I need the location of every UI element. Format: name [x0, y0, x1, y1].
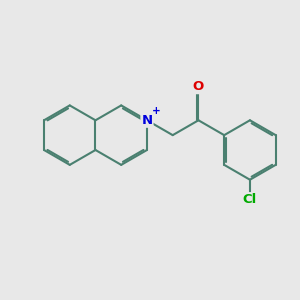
Text: O: O [193, 80, 204, 93]
Text: Cl: Cl [243, 193, 257, 206]
Text: +: + [152, 106, 160, 116]
Text: N: N [141, 114, 152, 127]
